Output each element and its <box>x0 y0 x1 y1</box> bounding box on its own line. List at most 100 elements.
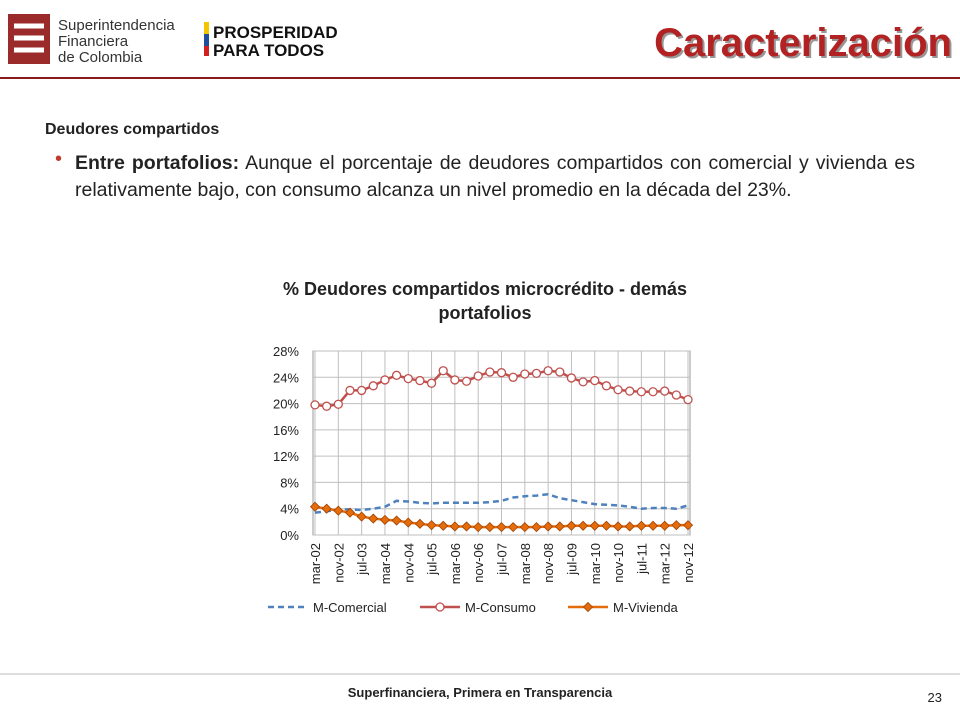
legend-marker <box>435 602 445 612</box>
point <box>380 375 390 385</box>
point <box>438 366 448 376</box>
point <box>496 522 507 533</box>
x-tick-label: jul-03 <box>355 543 370 576</box>
point <box>449 521 460 532</box>
point <box>485 367 495 377</box>
point <box>624 521 635 532</box>
point <box>473 522 484 533</box>
point <box>345 385 355 396</box>
point <box>519 522 530 533</box>
bullet: • <box>55 148 62 170</box>
point <box>520 369 530 379</box>
point <box>461 376 472 386</box>
x-tick-label: jul-11 <box>634 543 649 575</box>
point <box>391 515 402 526</box>
point <box>601 381 612 391</box>
point <box>438 520 449 531</box>
point <box>671 390 681 400</box>
point <box>578 377 588 387</box>
point <box>368 381 378 391</box>
slide-title: Caracterización <box>654 21 952 65</box>
point <box>344 507 356 518</box>
point <box>450 375 460 385</box>
point <box>647 520 659 531</box>
org-line: Financiera <box>58 33 129 50</box>
point <box>566 520 577 531</box>
flag-blue <box>204 34 209 46</box>
point <box>356 511 367 522</box>
x-tick-label: mar-04 <box>378 543 393 584</box>
point <box>391 370 402 380</box>
bullet-lead: Entre portafolios: <box>75 152 240 174</box>
point <box>496 368 507 378</box>
x-tick-label: mar-02 <box>308 543 323 584</box>
point <box>613 385 623 395</box>
chart-title: % Deudores compartidos microcrédito - de… <box>282 279 688 323</box>
point <box>484 522 495 533</box>
point <box>321 503 332 514</box>
y-tick-label: 0% <box>280 528 299 543</box>
point <box>310 400 320 410</box>
point <box>601 520 612 531</box>
point <box>473 371 483 381</box>
point <box>636 520 647 531</box>
point <box>322 401 332 411</box>
point <box>543 366 553 376</box>
point <box>403 517 414 528</box>
x-tick-label: nov-04 <box>401 543 416 583</box>
point <box>309 501 321 512</box>
legend-label: M-Comercial <box>313 600 387 615</box>
point <box>671 520 682 531</box>
point <box>625 386 635 396</box>
x-tick-label: jul-09 <box>564 543 579 576</box>
x-tick-label: nov-06 <box>471 543 486 583</box>
slogan: PARA TODOS <box>213 41 324 60</box>
logo-stripes <box>14 23 44 53</box>
x-tick-label: jul-05 <box>425 543 440 576</box>
point <box>659 520 670 531</box>
point <box>682 520 694 531</box>
point <box>648 387 658 397</box>
point <box>636 387 647 397</box>
point <box>590 375 600 386</box>
series-line <box>314 492 689 514</box>
point <box>426 520 437 531</box>
x-tick-label: mar-12 <box>658 543 673 584</box>
x-tick-label: mar-08 <box>518 543 533 584</box>
y-tick-label: 12% <box>273 449 299 464</box>
point <box>531 368 542 378</box>
x-tick-label: nov-08 <box>541 543 556 583</box>
x-tick-label: jul-07 <box>495 543 510 576</box>
point <box>531 522 542 533</box>
flag-yellow <box>204 22 209 34</box>
point <box>379 514 391 525</box>
x-tick-label: nov-10 <box>611 543 626 583</box>
x-tick-label: mar-06 <box>448 543 463 584</box>
legend-marker <box>582 601 594 613</box>
point <box>589 520 600 531</box>
legend-label: M-Vivienda <box>613 600 679 615</box>
point <box>414 518 425 529</box>
point <box>566 373 577 383</box>
y-tick-label: 8% <box>280 475 299 490</box>
point <box>612 521 624 532</box>
x-tick-label: nov-12 <box>681 543 696 583</box>
point <box>333 399 343 409</box>
bullet-paragraph: Entre portafolios: Aunque el porcentaje … <box>75 150 915 204</box>
y-tick-label: 28% <box>273 344 299 359</box>
subheading: Deudores compartidos <box>45 121 219 138</box>
point <box>356 385 367 396</box>
point <box>683 394 693 405</box>
point <box>508 372 518 382</box>
flag-red <box>204 46 209 56</box>
x-tick-label: nov-02 <box>331 543 346 583</box>
x-tick-label: mar-10 <box>588 543 603 584</box>
y-tick-label: 16% <box>273 423 299 438</box>
point <box>543 521 554 532</box>
point <box>578 520 589 531</box>
point <box>368 513 379 524</box>
point <box>333 505 344 516</box>
